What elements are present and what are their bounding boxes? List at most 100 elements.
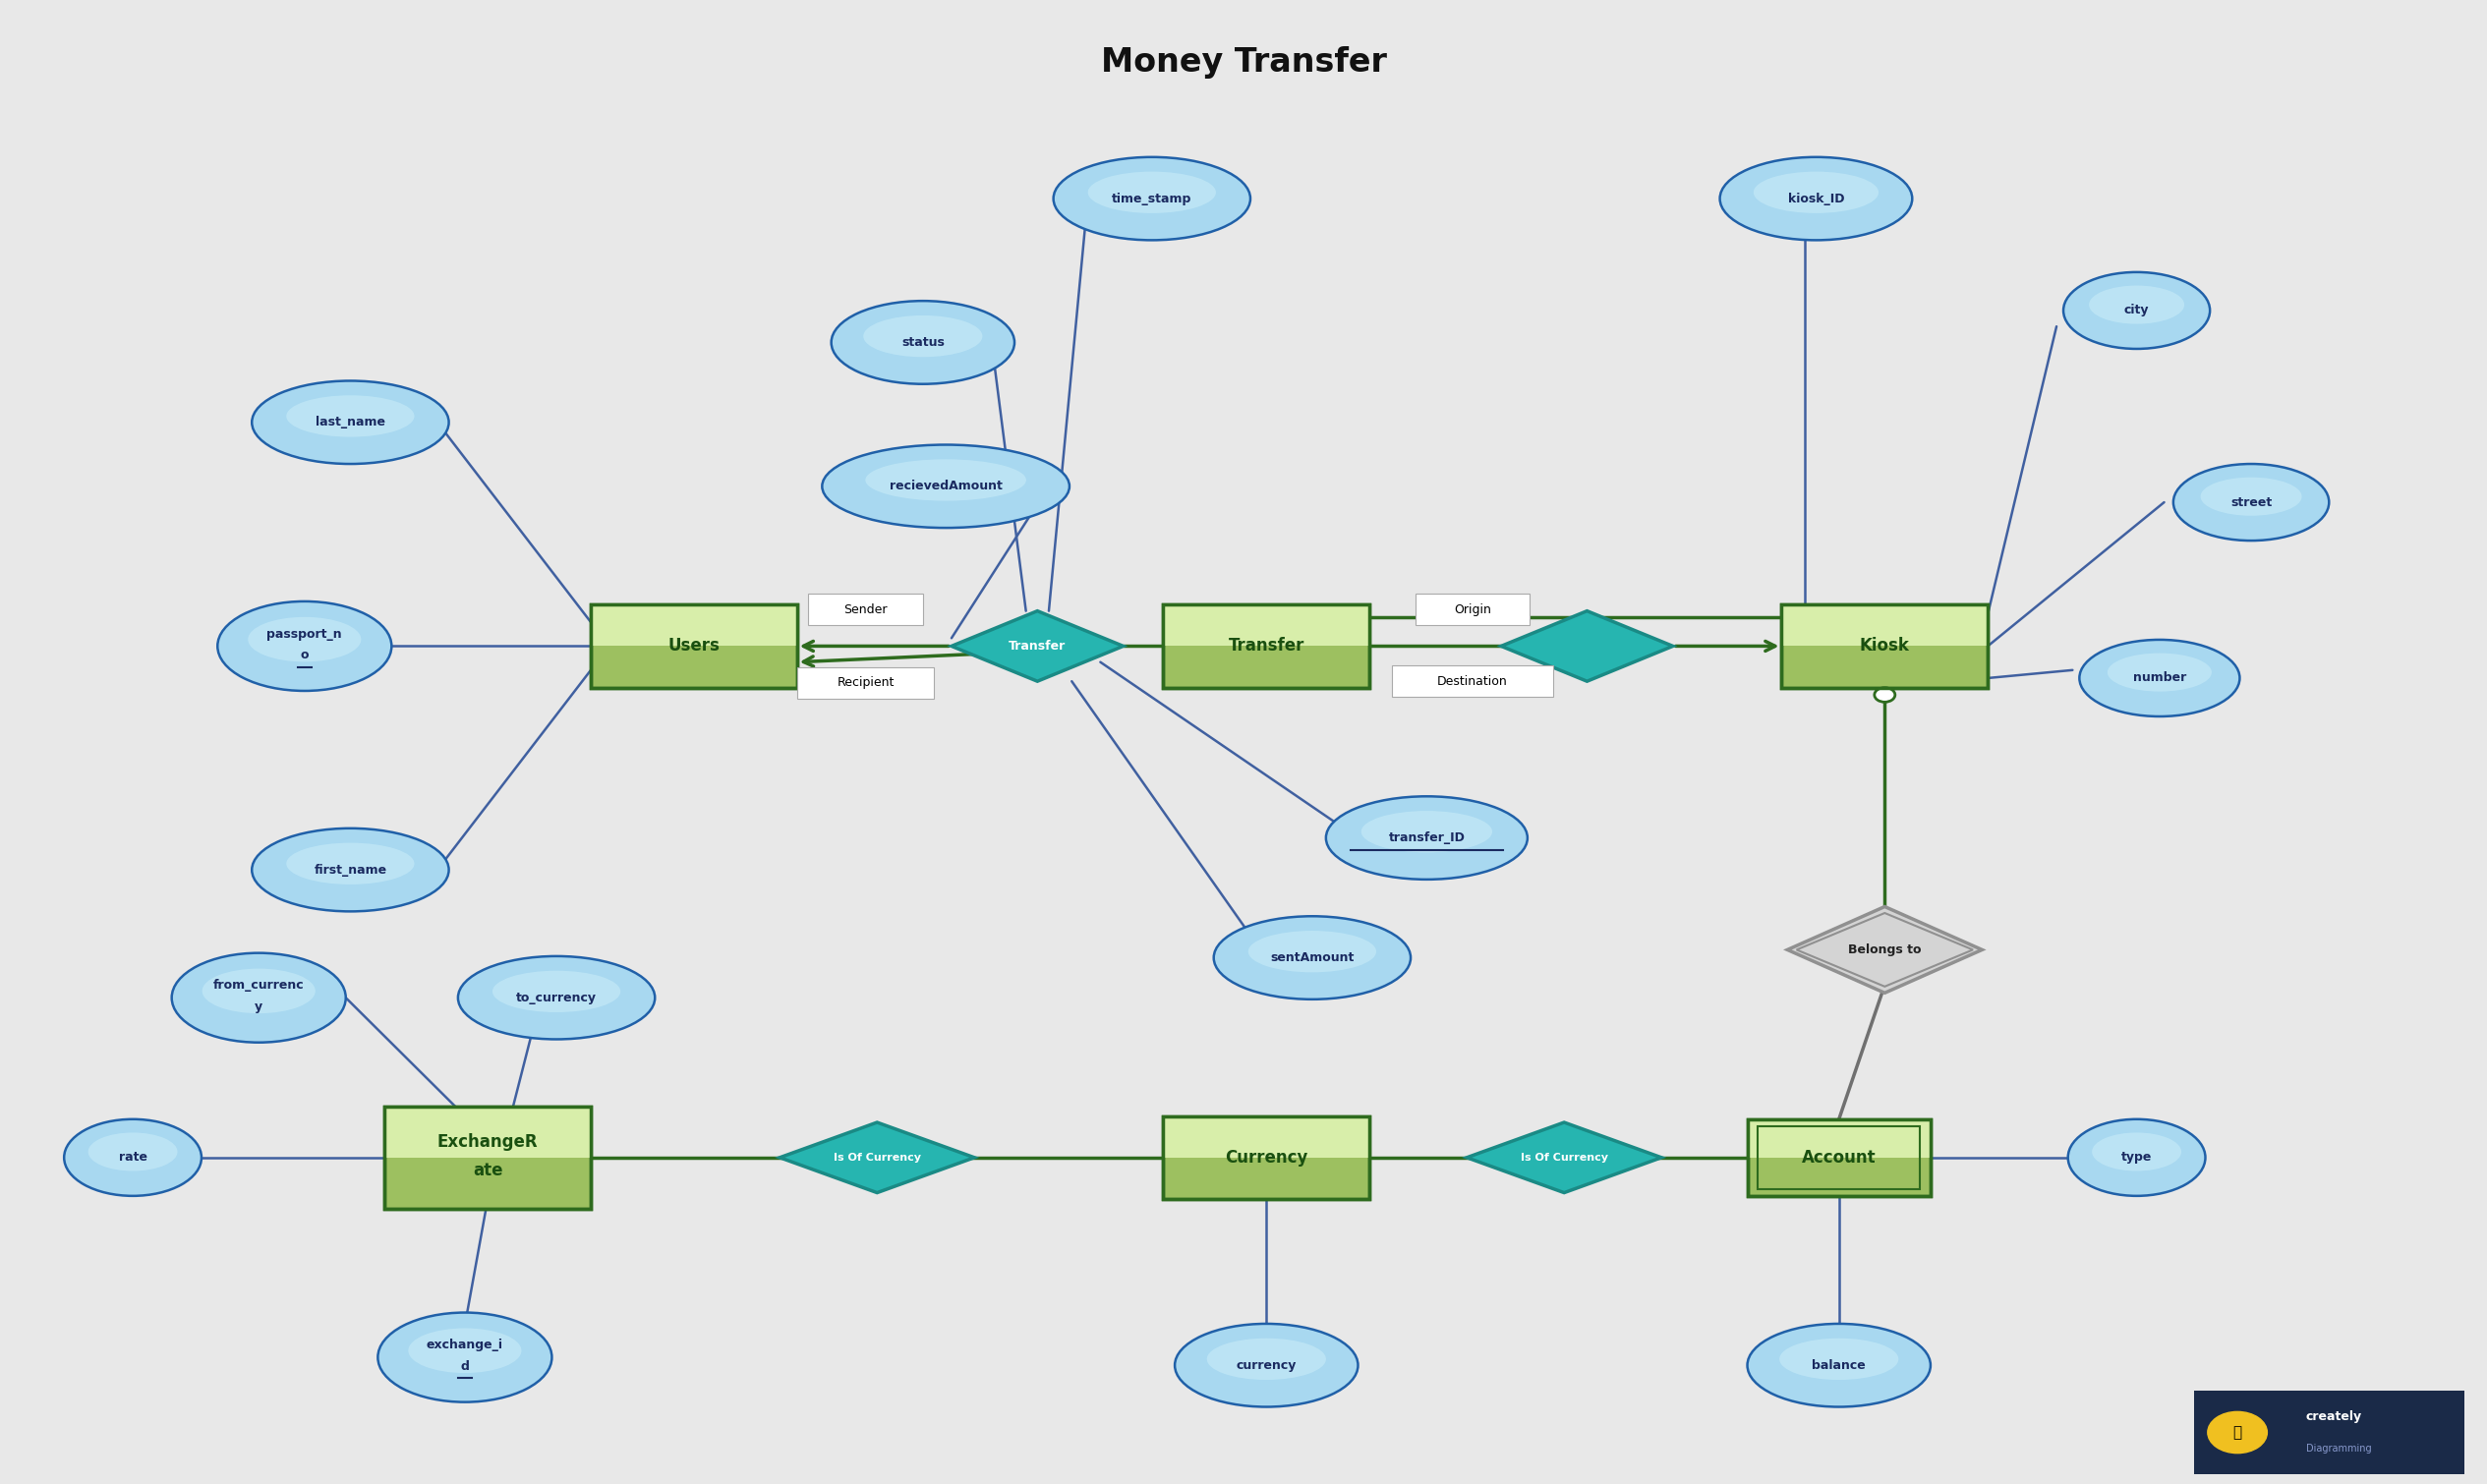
Text: Recipient: Recipient [838,677,895,689]
Ellipse shape [2064,272,2211,349]
Ellipse shape [87,1132,177,1171]
Text: Belongs to: Belongs to [1848,944,1922,956]
Text: recievedAmount: recievedAmount [890,479,1002,493]
Ellipse shape [1721,157,1913,240]
Text: balance: balance [1813,1359,1865,1371]
Ellipse shape [823,445,1069,528]
Text: ate: ate [473,1162,502,1180]
Ellipse shape [2069,1119,2206,1196]
Polygon shape [1788,907,1982,993]
Text: Transfer: Transfer [1229,637,1303,654]
Ellipse shape [378,1312,552,1402]
Polygon shape [781,1122,975,1193]
Ellipse shape [2201,478,2303,516]
FancyBboxPatch shape [796,666,935,699]
Polygon shape [1502,611,1674,681]
Text: passport_n: passport_n [266,628,343,641]
Ellipse shape [458,956,654,1039]
FancyBboxPatch shape [385,1107,592,1158]
Ellipse shape [1753,172,1878,214]
FancyBboxPatch shape [1164,604,1370,687]
Text: to_currency: to_currency [517,991,597,1005]
Polygon shape [953,611,1124,681]
Ellipse shape [172,953,346,1042]
Ellipse shape [408,1328,522,1373]
Text: exchange_i: exchange_i [425,1339,502,1352]
Circle shape [1875,687,1895,702]
Ellipse shape [2106,653,2211,692]
FancyBboxPatch shape [592,604,796,646]
Text: Transfer: Transfer [1010,640,1067,653]
Ellipse shape [201,969,316,1014]
Text: from_currenc: from_currenc [214,979,303,993]
FancyBboxPatch shape [592,604,796,687]
FancyBboxPatch shape [1748,1119,1930,1196]
Ellipse shape [2174,464,2328,540]
Text: o: o [301,649,308,662]
Text: Money Transfer: Money Transfer [1102,46,1385,79]
Text: rate: rate [119,1152,147,1163]
Text: Kiosk: Kiosk [1860,637,1910,654]
Ellipse shape [1214,916,1410,999]
Ellipse shape [216,601,390,692]
Ellipse shape [1778,1339,1898,1380]
Text: kiosk_ID: kiosk_ID [1788,193,1845,205]
FancyBboxPatch shape [1164,604,1370,646]
Text: sentAmount: sentAmount [1271,951,1353,965]
Ellipse shape [1248,930,1375,972]
Text: city: city [2124,304,2149,318]
Ellipse shape [1206,1339,1326,1380]
Text: currency: currency [1236,1359,1296,1371]
Ellipse shape [1748,1324,1930,1407]
Ellipse shape [65,1119,201,1196]
Text: Users: Users [669,637,719,654]
FancyBboxPatch shape [1164,1116,1370,1158]
Ellipse shape [286,395,415,436]
Text: transfer_ID: transfer_ID [1388,831,1465,844]
FancyBboxPatch shape [1415,594,1530,625]
Ellipse shape [249,617,361,662]
Text: number: number [2134,672,2186,684]
Text: Sender: Sender [843,603,888,616]
FancyBboxPatch shape [385,1107,592,1208]
Circle shape [2208,1411,2268,1453]
Text: time_stamp: time_stamp [1112,193,1191,205]
Text: Diagramming: Diagramming [2305,1444,2373,1453]
Ellipse shape [1360,810,1492,852]
FancyBboxPatch shape [1781,604,1987,646]
Ellipse shape [1087,172,1216,214]
Text: creately: creately [2305,1410,2363,1423]
Ellipse shape [865,459,1027,500]
FancyBboxPatch shape [808,594,923,625]
Text: Account: Account [1801,1149,1875,1166]
Text: Is Of Currency: Is Of Currency [1520,1153,1609,1162]
Text: last_name: last_name [316,416,385,429]
Text: Is Of Currency: Is Of Currency [833,1153,920,1162]
FancyBboxPatch shape [1164,1116,1370,1199]
Text: Origin: Origin [1455,603,1492,616]
Text: type: type [2121,1152,2151,1163]
Ellipse shape [251,828,448,911]
FancyBboxPatch shape [1393,665,1552,697]
Ellipse shape [863,316,982,358]
Ellipse shape [2089,285,2184,324]
Text: ExchangeR: ExchangeR [438,1132,537,1150]
Ellipse shape [492,971,619,1012]
FancyBboxPatch shape [2194,1391,2465,1474]
Ellipse shape [1054,157,1251,240]
Text: street: street [2231,496,2273,509]
Text: first_name: first_name [313,864,388,876]
Ellipse shape [1174,1324,1358,1407]
Text: d: d [460,1359,470,1373]
Polygon shape [1467,1122,1661,1193]
Ellipse shape [286,843,415,884]
Ellipse shape [2092,1132,2181,1171]
Text: y: y [254,1000,264,1014]
Ellipse shape [251,381,448,464]
Text: 💡: 💡 [2233,1425,2241,1439]
Ellipse shape [1326,797,1527,880]
Ellipse shape [2079,640,2241,717]
FancyBboxPatch shape [1781,604,1987,687]
Text: status: status [900,335,945,349]
Ellipse shape [831,301,1015,384]
